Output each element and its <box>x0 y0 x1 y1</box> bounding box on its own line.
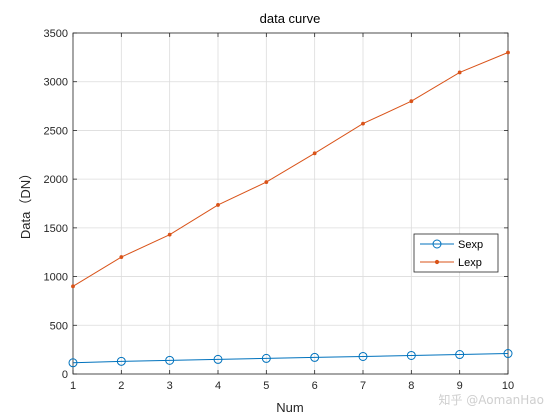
data-point <box>503 349 513 359</box>
y-tick-label: 2500 <box>44 125 68 137</box>
x-tick-label: 4 <box>215 380 221 392</box>
x-tick-label: 2 <box>118 380 124 392</box>
data-point <box>119 255 124 259</box>
plot-area <box>73 33 508 374</box>
x-tick-label: 9 <box>457 380 463 392</box>
axes-box <box>72 32 509 375</box>
data-series <box>68 50 513 368</box>
x-tick-label: 8 <box>408 380 414 392</box>
x-tick-label: 7 <box>360 380 366 392</box>
legend-label: Lexp <box>458 257 482 269</box>
data-point <box>213 354 223 364</box>
series-sexp <box>68 349 513 368</box>
y-tick-label: 3000 <box>44 77 68 89</box>
data-point <box>506 50 510 55</box>
data-point <box>310 352 320 362</box>
y-tick-label: 1500 <box>44 223 68 235</box>
series-line <box>72 353 509 364</box>
y-tick-label: 2000 <box>44 174 68 186</box>
x-axis-label: Num <box>276 400 303 415</box>
data-point <box>71 284 75 289</box>
x-tick-label: 10 <box>502 380 514 392</box>
data-point <box>358 351 368 361</box>
data-point <box>409 99 414 104</box>
data-point <box>216 203 220 207</box>
legend-label: Sexp <box>458 239 483 251</box>
x-tick-label: 5 <box>263 380 269 392</box>
legend-item-sexp: Sexp <box>420 239 483 251</box>
chart-title: data curve <box>260 11 321 26</box>
series-lexp <box>71 50 510 289</box>
data-point <box>165 355 175 365</box>
legend-marker <box>434 259 440 265</box>
axis-ticks: 1 2 3 4 5 6 7 8 9 10 0 500 1000 1500 2000 2500 3000 3500 <box>44 28 515 392</box>
x-tick-label: 6 <box>312 380 318 392</box>
x-tick-label: 1 <box>70 380 76 392</box>
data-point <box>68 358 78 368</box>
legend-marker <box>432 239 442 249</box>
legend-box <box>413 233 499 273</box>
y-tick-label: 1000 <box>44 272 68 284</box>
y-tick-label: 500 <box>50 320 68 332</box>
data-point <box>361 121 365 126</box>
data-point <box>261 353 271 363</box>
legend: Sexp Lexp <box>413 233 499 273</box>
data-point <box>406 350 416 360</box>
data-point <box>312 151 317 156</box>
data-point <box>457 70 462 75</box>
x-tick-label: 3 <box>167 380 173 392</box>
data-point <box>264 180 269 184</box>
data-point <box>116 356 126 366</box>
series-line <box>72 52 509 287</box>
watermark: 知乎 @AomanHao <box>438 393 544 407</box>
legend-item-lexp: Lexp <box>420 257 482 269</box>
data-point <box>455 350 465 360</box>
y-axis-label: Data（DN） <box>18 167 33 239</box>
y-tick-label: 0 <box>62 369 68 381</box>
data-point <box>167 232 172 237</box>
y-tick-label: 3500 <box>44 28 68 40</box>
